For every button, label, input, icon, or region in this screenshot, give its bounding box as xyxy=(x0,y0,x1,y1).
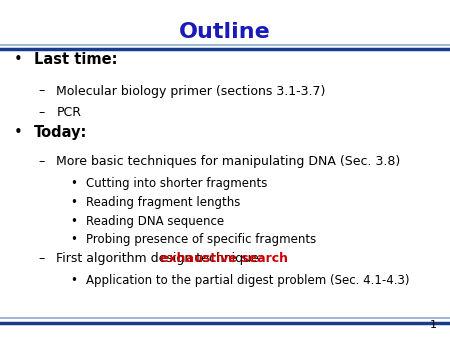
Text: Reading fragment lengths: Reading fragment lengths xyxy=(86,196,240,209)
Text: Molecular biology primer (sections 3.1-3.7): Molecular biology primer (sections 3.1-3… xyxy=(56,84,326,97)
Text: Application to the partial digest problem (Sec. 4.1-4.3): Application to the partial digest proble… xyxy=(86,274,409,287)
Text: –: – xyxy=(38,155,45,168)
Text: More basic techniques for manipulating DNA (Sec. 3.8): More basic techniques for manipulating D… xyxy=(56,155,400,168)
Text: –: – xyxy=(38,84,45,97)
Text: •: • xyxy=(14,52,22,67)
Text: •: • xyxy=(70,177,76,190)
Text: First algorithm design technique:: First algorithm design technique: xyxy=(56,252,267,265)
Text: Outline: Outline xyxy=(179,22,271,42)
Text: •: • xyxy=(14,125,22,140)
Text: •: • xyxy=(70,233,76,246)
Text: Today:: Today: xyxy=(34,125,87,140)
Text: –: – xyxy=(38,106,45,119)
Text: •: • xyxy=(70,196,76,209)
Text: Probing presence of specific fragments: Probing presence of specific fragments xyxy=(86,233,316,246)
Text: Cutting into shorter fragments: Cutting into shorter fragments xyxy=(86,177,267,190)
Text: exhaustive search: exhaustive search xyxy=(160,252,288,265)
Text: Last time:: Last time: xyxy=(34,52,117,67)
Text: •: • xyxy=(70,274,76,287)
Text: Reading DNA sequence: Reading DNA sequence xyxy=(86,215,224,227)
Text: –: – xyxy=(38,252,45,265)
Text: PCR: PCR xyxy=(56,106,81,119)
Text: 1: 1 xyxy=(429,319,436,330)
Text: •: • xyxy=(70,215,76,227)
